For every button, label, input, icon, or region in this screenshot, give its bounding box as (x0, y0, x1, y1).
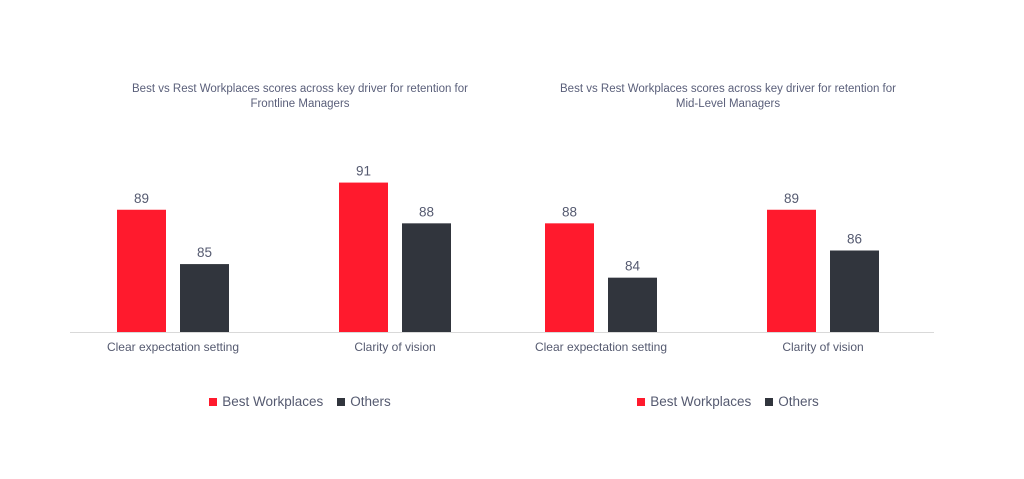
chart-title: Best vs Rest Workplaces scores across ke… (70, 82, 530, 112)
data-label: 88 (419, 204, 434, 219)
data-label: 88 (562, 204, 577, 219)
legend-label: Best Workplaces (222, 394, 324, 409)
data-label: 86 (847, 232, 862, 247)
chart-title-line-2: Frontline Managers (250, 98, 350, 110)
chart-title-line-2: Mid-Level Managers (675, 98, 781, 110)
legend-swatch-others (765, 397, 774, 406)
data-label: 89 (784, 191, 799, 206)
bar-others-0 (180, 264, 229, 332)
bar-best-workplaces-1 (767, 209, 816, 332)
legend-swatch-others (337, 397, 346, 406)
bar-others-1 (830, 250, 879, 332)
category-label: Clarity of vision (354, 340, 435, 354)
data-label: 89 (134, 191, 149, 206)
chart-title-line-1: Best vs Rest Workplaces scores across ke… (132, 83, 468, 95)
chart-frontline-managers: Best vs Rest Workplaces scores across ke… (70, 0, 530, 479)
data-label: 91 (356, 164, 371, 179)
legend-label: Best Workplaces (650, 394, 752, 409)
legend-item-best-workplaces[interactable]: Best Workplaces (637, 394, 751, 409)
legend-swatch-best-workplaces (637, 397, 646, 406)
category-label: Clarity of vision (782, 340, 863, 354)
chart-plot-area: 89 85 Clear expectation setting 91 88 Clarity… (70, 164, 506, 354)
bar-best-workplaces-1 (339, 182, 388, 332)
legend-item-others[interactable]: Others (765, 394, 819, 409)
data-label: 85 (197, 245, 212, 260)
legend-item-best-workplaces[interactable]: Best Workplaces (209, 394, 323, 409)
legend-item-others[interactable]: Others (337, 394, 391, 409)
bar-others-0 (608, 277, 657, 332)
chart-plot-area: 88 84 Clear expectation setting 89 86 Clarity… (498, 191, 934, 354)
chart-legend: Best Workplaces Others (498, 394, 958, 409)
category-label: Clear expectation setting (107, 340, 239, 354)
legend-label: Others (778, 394, 819, 409)
legend-swatch-best-workplaces (209, 397, 218, 406)
data-label: 84 (625, 259, 641, 274)
legend-label: Others (350, 394, 391, 409)
bar-best-workplaces-0 (545, 223, 594, 332)
chart-mid-level-managers: Best vs Rest Workplaces scores across ke… (498, 0, 958, 479)
chart-title: Best vs Rest Workplaces scores across ke… (498, 82, 958, 112)
chart-legend: Best Workplaces Others (70, 394, 530, 409)
bar-others-1 (402, 223, 451, 332)
chart-title-line-1: Best vs Rest Workplaces scores across ke… (560, 83, 896, 95)
category-label: Clear expectation setting (535, 340, 667, 354)
bar-best-workplaces-0 (117, 209, 166, 332)
